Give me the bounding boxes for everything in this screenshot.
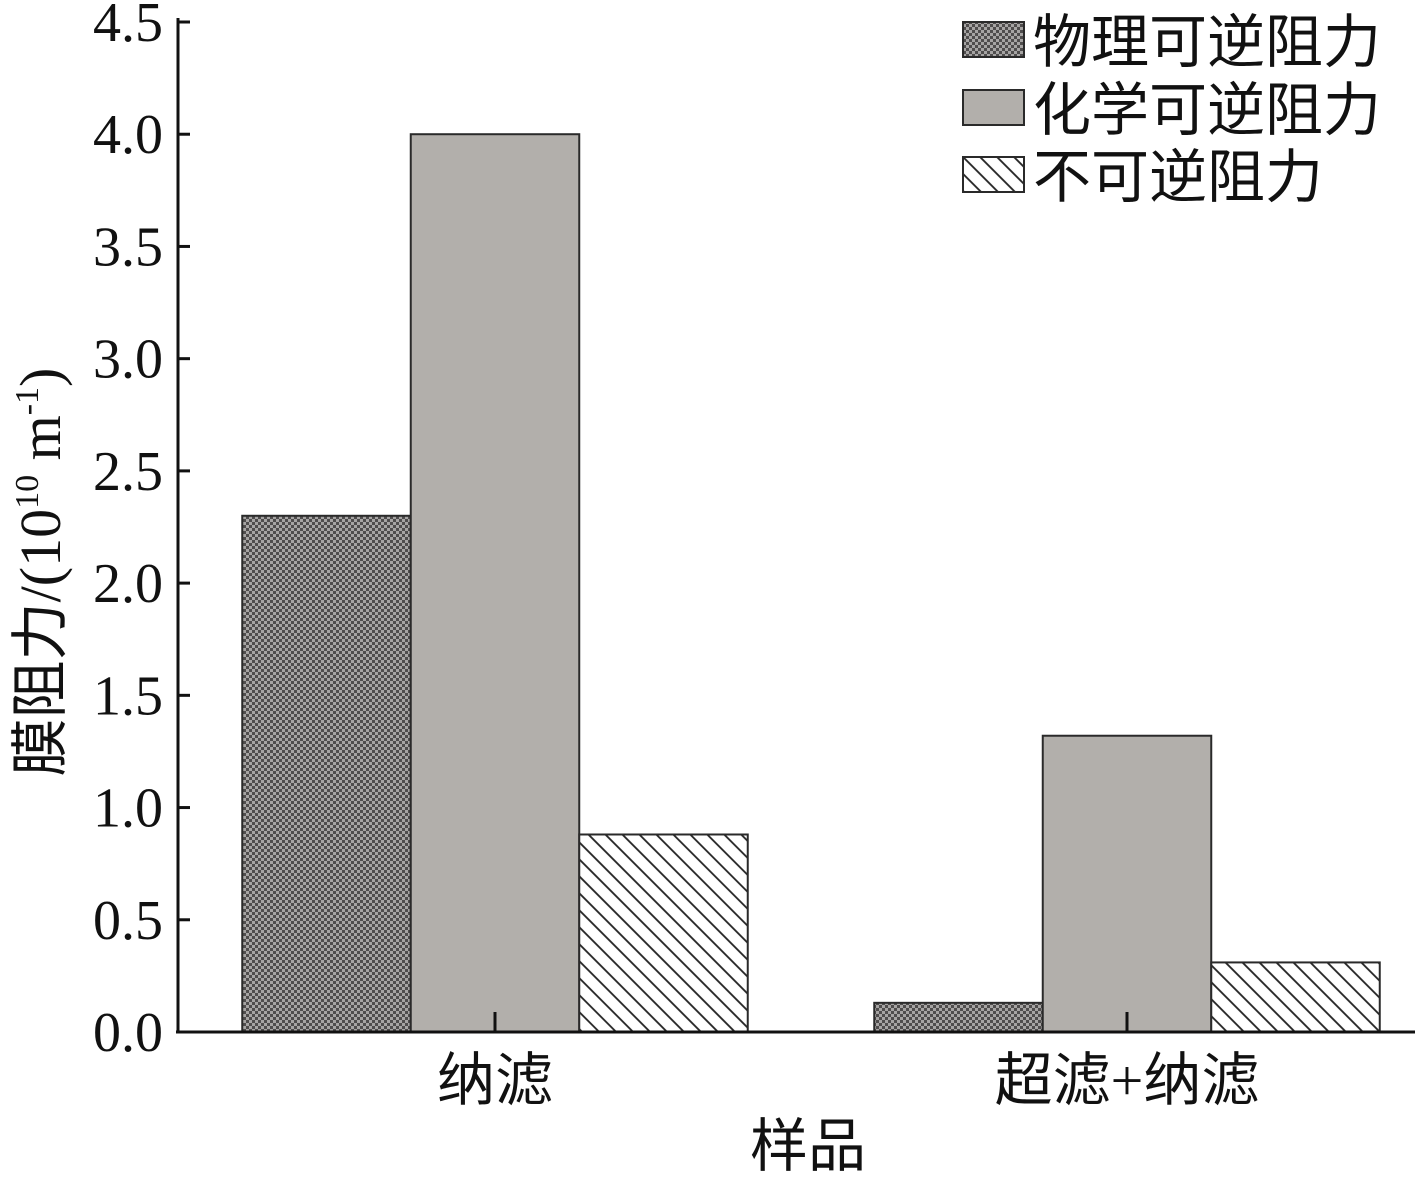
legend: 物理可逆阻力 化学可逆阻力 不可逆阻力 [962,10,1381,210]
legend-item-chemical-reversible: 化学可逆阻力 [962,78,1381,143]
legend-swatch-solid [962,89,1025,126]
bar-series-1-category-0 [409,133,581,1033]
legend-item-physical-reversible: 物理可逆阻力 [962,10,1381,75]
y-axis-title-text: 膜阻力/(10 [8,509,73,776]
y-axis-title-exponent: 10 [9,475,46,509]
legend-swatch-stipple [962,21,1025,58]
y-tick-label: 1.5 [93,665,163,727]
x-tick-label: 超滤+纳滤 [995,1048,1260,1113]
bar-series-0-category-0 [241,514,412,1033]
y-tick-label: 0.0 [93,1002,163,1064]
y-tick-label: 2.5 [93,441,163,503]
x-tick-label: 纳滤 [437,1048,553,1113]
legend-item-irreversible: 不可逆阻力 [962,145,1323,210]
y-tick-label: 3.5 [93,216,163,278]
y-axis-ticks: 0.0 0.5 1.0 1.5 2.0 2.5 3.0 3.5 4.0 4.5 [93,0,190,1064]
y-tick-label: 3.0 [93,329,163,391]
y-axis-title-close: ) [8,368,73,387]
legend-label: 不可逆阻力 [1033,145,1323,210]
y-tick-label: 1.0 [93,778,163,840]
x-axis-title: 样品 [750,1114,866,1179]
y-axis-title: 膜阻力/(1010 m-1) [8,368,73,777]
legend-label: 化学可逆阻力 [1033,78,1381,143]
bar-series-0-category-1 [873,1001,1044,1033]
y-tick-label: 0.5 [93,890,163,952]
bar-series-1-category-1 [1041,734,1213,1033]
y-tick-label: 4.0 [93,104,163,166]
y-axis-title-unit-exponent: -1 [9,387,46,415]
y-tick-label: 2.0 [93,553,163,615]
y-axis-title-unit: m [8,415,73,475]
y-tick-label: 4.5 [93,0,163,54]
legend-swatch-hatch [962,156,1025,193]
bar-series-2-category-1 [1210,961,1381,1034]
legend-label: 物理可逆阻力 [1033,10,1381,75]
bars-layer [241,133,1381,1034]
bar-series-2-category-0 [578,833,749,1033]
x-axis-ticks: 纳滤 超滤+纳滤 [437,1012,1259,1113]
